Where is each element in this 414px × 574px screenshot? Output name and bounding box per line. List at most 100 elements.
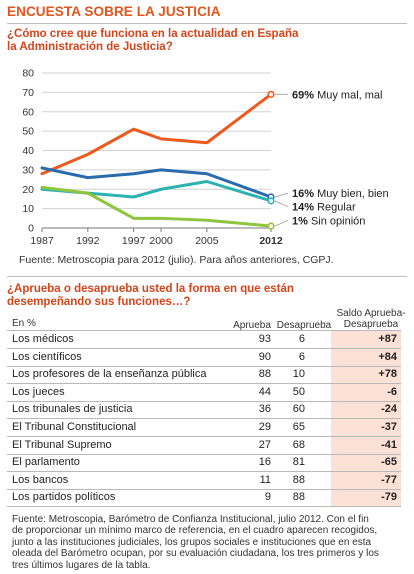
table-question-line-2: desempeñando sus funciones…? xyxy=(7,296,191,308)
y-tick-label: 0 xyxy=(28,223,34,235)
series-end-percent: 1% xyxy=(292,215,308,227)
aprueba-value: 27 xyxy=(258,438,271,451)
saldo-value: +78 xyxy=(378,368,397,381)
y-tick-label: 10 xyxy=(22,203,34,215)
series-end-label: 16% Muy bien, bien xyxy=(292,188,389,200)
col-header-saldo-line-2: Desaprueba xyxy=(343,319,399,330)
y-tick-label: 80 xyxy=(22,68,34,80)
aprueba-value: 29 xyxy=(258,421,271,433)
row-label: Los científicos xyxy=(12,350,82,363)
x-tick-label: 2012 xyxy=(259,235,283,247)
page-title: ENCUESTA SOBRE LA JUSTICIA xyxy=(7,4,221,19)
series-end-name: Muy bien, bien xyxy=(314,188,389,200)
desaprueba-value: 88 xyxy=(292,473,305,486)
series-line xyxy=(40,92,273,176)
row-label: Los jueces xyxy=(12,385,65,398)
table-unit: En % xyxy=(12,318,36,329)
series-line xyxy=(40,166,273,199)
x-tick-label: 2000 xyxy=(149,235,173,247)
leader-line xyxy=(274,192,289,198)
table-row: El parlamento 16 81 -65 xyxy=(7,454,401,473)
chart-source: Fuente: Metroscopia para 2012 (julio). P… xyxy=(19,254,334,266)
aprueba-value: 9 xyxy=(264,491,271,504)
desaprueba-value: 6 xyxy=(298,333,305,345)
chart-question: ¿Cómo cree que funciona en la actualidad… xyxy=(7,28,407,53)
table-row: El Tribunal Constitucional 29 65 -37 xyxy=(7,419,401,437)
series-end-name: Regular xyxy=(314,202,356,214)
x-tick-label: 2005 xyxy=(195,235,219,247)
row-label: Los profesores de la enseñanza pública xyxy=(12,368,207,381)
section-divider xyxy=(7,276,407,277)
leader-line xyxy=(274,219,289,227)
footnote-line: oleada del Barómetro ocupan, por su eval… xyxy=(12,548,379,560)
series-end-percent: 14% xyxy=(292,202,314,214)
aprueba-value: 36 xyxy=(258,403,271,416)
saldo-value: +84 xyxy=(378,350,397,363)
desaprueba-value: 60 xyxy=(292,403,305,416)
series-end-label: 1% Sin opinión xyxy=(292,215,365,227)
table-row: Los partidos políticos 9 88 -79 xyxy=(7,489,401,508)
leader-line xyxy=(274,200,289,208)
table-top-rule xyxy=(7,330,401,331)
saldo-value: -41 xyxy=(381,438,397,451)
series-end-marker xyxy=(267,197,275,205)
row-label: El parlamento xyxy=(12,456,80,469)
aprueba-value: 90 xyxy=(258,350,271,363)
saldo-value: -37 xyxy=(381,421,397,433)
table-row: El Tribunal Supremo 27 68 -41 xyxy=(7,437,401,455)
series-end-marker xyxy=(267,222,275,230)
chart-question-line-2: la Administración de Justicia? xyxy=(7,40,173,53)
aprueba-value: 16 xyxy=(258,456,271,469)
desaprueba-value: 65 xyxy=(292,421,305,433)
row-label: Los tribunales de justicia xyxy=(12,403,133,416)
desaprueba-value: 81 xyxy=(292,456,305,469)
desaprueba-value: 68 xyxy=(292,438,305,451)
table-question: ¿Aprueba o desaprueba usted la forma en … xyxy=(7,283,337,309)
table-row: Los bancos 11 88 -77 xyxy=(7,472,401,490)
x-tick-label: 1987 xyxy=(30,235,54,247)
table-row: Los tribunales de justicia 36 60 -24 xyxy=(7,401,401,420)
series-end-marker xyxy=(267,90,275,98)
table-row: Los médicos 93 6 +87 xyxy=(7,331,401,349)
saldo-value: -79 xyxy=(381,491,397,504)
footnote: Fuente: Metroscopia, Barómetro de Confia… xyxy=(12,514,404,571)
table-row: Los jueces 44 50 -6 xyxy=(7,384,401,402)
col-header-saldo-line-1: Saldo Aprueba- xyxy=(336,308,406,319)
y-tick-label: 60 xyxy=(22,106,34,118)
row-label: Los bancos xyxy=(12,473,69,486)
table-row: Los científicos 90 6 +84 xyxy=(7,349,401,367)
aprueba-value: 88 xyxy=(258,368,271,381)
x-tick-label: 1992 xyxy=(76,235,100,247)
saldo-value: -6 xyxy=(387,385,397,398)
footnote-line: tres últimos lugares de la tabla. xyxy=(12,559,151,571)
desaprueba-value: 88 xyxy=(292,491,305,504)
footnote-line: de proporcionar un mínimo marco de refer… xyxy=(12,525,378,537)
table-row: Los profesores de la enseñanza pública 88… xyxy=(7,366,401,385)
aprueba-value: 11 xyxy=(259,473,271,486)
series-end-percent: 16% xyxy=(292,188,314,200)
saldo-value: -24 xyxy=(381,403,397,416)
saldo-value: -77 xyxy=(381,473,397,486)
row-label: Los médicos xyxy=(12,333,74,345)
table-question-line-1: ¿Aprueba o desaprueba usted la forma en … xyxy=(7,283,294,295)
row-label: Los partidos políticos xyxy=(12,491,116,504)
title-divider xyxy=(7,23,407,24)
y-tick-label: 30 xyxy=(22,164,34,176)
y-tick-label: 50 xyxy=(22,126,34,138)
y-tick-label: 20 xyxy=(22,184,34,196)
series-line xyxy=(40,185,273,228)
footnote-line: Fuente: Metroscopia, Barómetro de Confia… xyxy=(12,514,369,525)
col-header-desaprueba: Desaprueba xyxy=(276,320,332,331)
x-tick-label: 1997 xyxy=(122,235,146,247)
col-header-saldo: Saldo Aprueba- Desaprueba xyxy=(331,308,411,330)
aprueba-value: 93 xyxy=(258,333,271,345)
footnote-line: junto a las instituciones judiciales, lo… xyxy=(12,536,372,548)
row-label: El Tribunal Supremo xyxy=(12,438,112,451)
series-end-label: 69% Muy mal, mal xyxy=(292,89,383,101)
aprueba-value: 44 xyxy=(258,385,271,398)
chart-question-line-1: ¿Cómo cree que funciona en la actualidad… xyxy=(7,28,299,40)
desaprueba-value: 50 xyxy=(292,385,305,398)
col-header-aprueba: Aprueba xyxy=(233,320,271,331)
desaprueba-value: 6 xyxy=(298,350,305,363)
series-end-label: 14% Regular xyxy=(292,202,356,214)
